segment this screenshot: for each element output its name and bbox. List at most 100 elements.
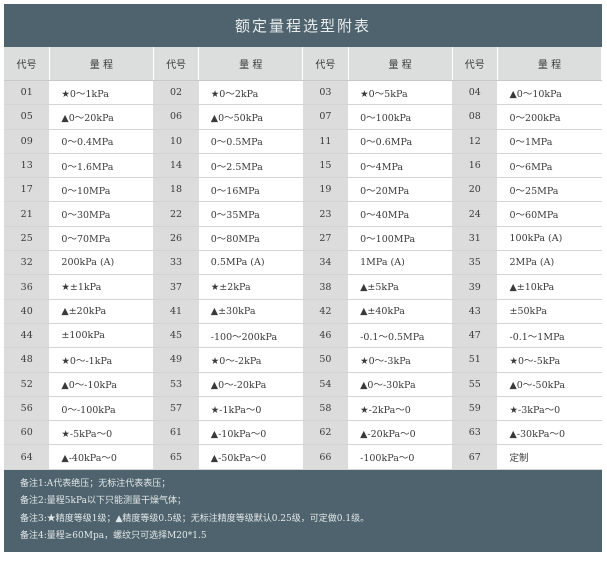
range-cell: 0～20MPa xyxy=(348,177,453,203)
range-cell: ±100kPa xyxy=(49,323,154,349)
code-cell: 20 xyxy=(452,177,498,203)
range-cell: ★-1kPa～0 xyxy=(198,396,303,422)
range-cell: 1MPa (A) xyxy=(348,250,453,276)
code-cell: 61 xyxy=(153,420,199,446)
range-cell: 100kPa (A) xyxy=(497,226,602,252)
table-row: 56 0～-100kPa 57 ★-1kPa～0 58 ★-2kPa～0 59 ★-3kPa～… xyxy=(4,396,602,422)
range-cell: 2MPa (A) xyxy=(497,250,602,276)
range-cell: 0～1.6MPa xyxy=(49,153,154,179)
range-cell: -0.1～0.5MPa xyxy=(348,323,453,349)
code-cell: 27 xyxy=(302,226,349,252)
code-cell: 11 xyxy=(302,129,349,154)
range-cell: ▲±30kPa xyxy=(198,299,303,324)
code-cell: 06 xyxy=(153,104,199,130)
code-cell: 41 xyxy=(153,299,199,324)
range-cell: ★0～-5kPa xyxy=(497,347,602,373)
code-cell: 07 xyxy=(302,104,349,130)
range-cell: 0～60MPa xyxy=(497,201,602,227)
code-cell: 31 xyxy=(452,226,498,252)
header-range: 量 程 xyxy=(49,47,154,81)
code-cell: 12 xyxy=(452,129,498,154)
range-cell: ▲-30kPa～0 xyxy=(497,420,602,446)
code-cell: 03 xyxy=(302,80,349,106)
range-cell: 0～10MPa xyxy=(49,177,154,203)
code-cell: 33 xyxy=(153,250,199,276)
table-row: 48 ★0～-1kPa 49 ★0～-2kPa 50 ★0～-3kPa 51 ★0～-5kPa xyxy=(4,347,602,373)
code-cell: 05 xyxy=(4,104,50,130)
code-cell: 01 xyxy=(4,80,50,106)
code-cell: 35 xyxy=(452,250,498,276)
code-cell: 36 xyxy=(4,274,50,300)
range-cell: ▲-50kPa～0 xyxy=(198,444,303,470)
table-row: 36 ★±1kPa 37 ★±2kPa 38 ▲±5kPa 39 ▲±10kPa xyxy=(4,274,602,300)
code-cell: 39 xyxy=(452,274,498,300)
range-cell: ▲±5kPa xyxy=(348,274,453,300)
code-cell: 54 xyxy=(302,372,349,397)
note: 备注4:量程≥60Mpa，螺纹只可选择M20*1.5 xyxy=(20,531,207,542)
table-row: 32 200kPa (A) 33 0.5MPa (A) 34 1MPa (A) 35 2MPa… xyxy=(4,250,602,276)
code-cell: 46 xyxy=(302,323,349,349)
code-cell: 48 xyxy=(4,347,50,373)
table-row: 40 ▲±20kPa 41 ▲±30kPa 42 ▲±40kPa 43 ±50kPa xyxy=(4,299,602,324)
range-cell: ★±2kPa xyxy=(198,274,303,300)
code-cell: 21 xyxy=(4,201,50,227)
code-cell: 08 xyxy=(452,104,498,130)
range-cell: ±50kPa xyxy=(497,299,602,324)
code-cell: 57 xyxy=(153,396,199,422)
table-row: 17 0～10MPa 18 0～16MPa 19 0～20MPa 20 0～25MPa xyxy=(4,177,602,203)
range-cell: 0～4MPa xyxy=(348,153,453,179)
table-row: 01 ★0～1kPa 02 ★0～2kPa 03 ★0～5kPa 04 ▲0～10kPa xyxy=(4,80,602,106)
range-cell: ★-2kPa～0 xyxy=(348,396,453,422)
code-cell: 17 xyxy=(4,177,50,203)
table-row: 60 ★-5kPa～0 61 ▲-10kPa～0 62 ▲-20kPa～0 63 ▲-30kP… xyxy=(4,420,602,446)
range-cell: ▲±20kPa xyxy=(49,299,154,324)
table-row: 44 ±100kPa 45 -100～200kPa 46 -0.1～0.5MPa 47 -0.… xyxy=(4,323,602,349)
code-cell: 65 xyxy=(153,444,199,470)
code-cell: 47 xyxy=(452,323,498,349)
header-range: 量 程 xyxy=(348,47,453,81)
range-cell: ★±1kPa xyxy=(49,274,154,300)
range-cell: ▲0～50kPa xyxy=(198,104,303,130)
range-cell: 0～70MPa xyxy=(49,226,154,252)
range-cell: ▲0～10kPa xyxy=(497,80,602,106)
code-cell: 53 xyxy=(153,372,199,397)
code-cell: 34 xyxy=(302,250,349,276)
code-cell: 02 xyxy=(153,80,199,106)
range-cell: 定制 xyxy=(497,444,602,470)
code-cell: 60 xyxy=(4,420,50,446)
code-cell: 25 xyxy=(4,226,50,252)
code-cell: 09 xyxy=(4,129,50,154)
code-cell: 44 xyxy=(4,323,50,349)
code-cell: 52 xyxy=(4,372,50,397)
range-table: 代号 量 程 代号 量 程 代号 量 程 代号 量 程 01 ★0～1kPa 02 ★… xyxy=(4,47,603,470)
table-row: 21 0～30MPa 22 0～35MPa 23 0～40MPa 24 0～60MPa xyxy=(4,201,602,227)
note: 备注1:A代表绝压；无标注代表表压； xyxy=(20,478,171,489)
range-cell: ▲-10kPa～0 xyxy=(198,420,303,446)
table-row: 13 0～1.6MPa 14 0～2.5MPa 15 0～4MPa 16 0～6MPa xyxy=(4,153,602,179)
code-cell: 40 xyxy=(4,299,50,324)
header-code: 代号 xyxy=(452,47,498,81)
code-cell: 50 xyxy=(302,347,349,373)
range-cell: ▲0～-30kPa xyxy=(348,372,453,397)
range-cell: ★0～-2kPa xyxy=(198,347,303,373)
code-cell: 10 xyxy=(153,129,199,154)
range-cell: 0～30MPa xyxy=(49,201,154,227)
range-cell: ▲0～20kPa xyxy=(49,104,154,130)
code-cell: 32 xyxy=(4,250,50,276)
code-cell: 18 xyxy=(153,177,199,203)
range-cell: 0～25MPa xyxy=(497,177,602,203)
header-range: 量 程 xyxy=(497,47,603,81)
range-cell: 0～16MPa xyxy=(198,177,303,203)
range-cell: ★-3kPa～0 xyxy=(497,396,602,422)
range-cell: ★0～-3kPa xyxy=(348,347,453,373)
code-cell: 14 xyxy=(153,153,199,179)
code-cell: 16 xyxy=(452,153,498,179)
range-cell: ★0～1kPa xyxy=(49,80,154,106)
code-cell: 37 xyxy=(153,274,199,300)
code-cell: 51 xyxy=(452,347,498,373)
range-cell: -0.1～1MPa xyxy=(497,323,602,349)
code-cell: 62 xyxy=(302,420,349,446)
code-cell: 64 xyxy=(4,444,50,470)
range-cell: 0～40MPa xyxy=(348,201,453,227)
table-row: 64 ▲-40kPa～0 65 ▲-50kPa～0 66 -100kPa～0 67 定制 xyxy=(4,444,602,470)
